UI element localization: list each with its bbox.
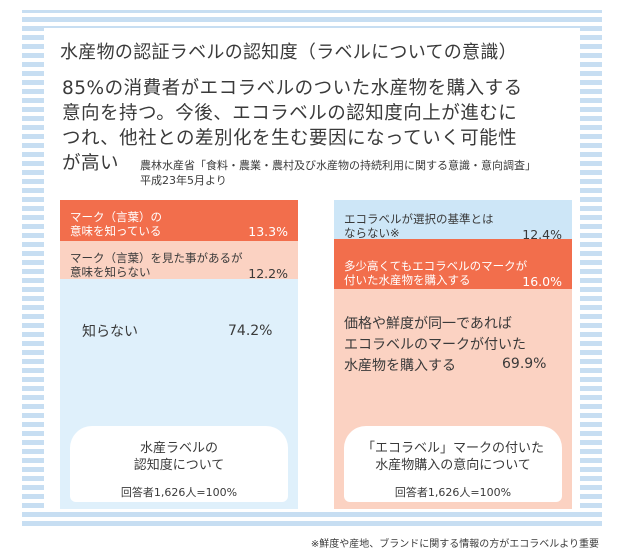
segment-value: 13.3%	[248, 224, 288, 239]
chart-title: 「エコラベル」マークの付いた 水産物購入の意向について	[361, 441, 544, 473]
segment-label: 価格や鮮度が同一であれば エコラベルのマークが付いた 水産物を購入する	[344, 316, 526, 374]
segment-value: 12.2%	[248, 266, 288, 281]
segment-value: 16.0%	[522, 274, 562, 289]
segment-value: 12.4%	[522, 227, 562, 242]
segment-value: 69.9%	[502, 356, 547, 372]
segment-label: エコラベルが選択の基準とは ならない※	[344, 212, 494, 240]
bar-segment	[60, 241, 298, 279]
bar-segment	[60, 200, 298, 241]
lead-line: が高い	[62, 153, 120, 174]
bar-segment	[334, 200, 572, 239]
source-note: 農林水産省「食料・農業・農村及び水産物の持続利用に関する意識・意向調査」 平成2…	[140, 158, 536, 188]
lead-line: 意向を持つ。今後、エコラベルの認知度向上が進むに	[62, 103, 518, 124]
chart-caption-card: 水産ラベルの 認知度について 回答者1,626人=100%	[70, 426, 288, 502]
lead-line: つれ、他社との差別化を生む要因になっていく可能性	[62, 128, 518, 149]
source-line: 農林水産省「食料・農業・農村及び水産物の持続利用に関する意識・意向調査」	[140, 159, 536, 172]
source-line: 平成23年5月より	[140, 174, 227, 187]
segment-label: マーク（言葉）の 意味を知っている	[70, 210, 162, 238]
chart-purchase-intent: エコラベルが選択の基準とは ならない※ 12.4% 多少高くてもエコラベルのマー…	[334, 200, 572, 509]
footnote: ※鮮度や産地、ブランドに関する情報の方がエコラベルより重要	[310, 539, 599, 550]
chart-caption-card: 「エコラベル」マークの付いた 水産物購入の意向について 回答者1,626人=10…	[344, 426, 562, 502]
segment-label: 知らない	[82, 324, 138, 340]
lead-text: 85%の消費者がエコラベルのついた水産物を購入する 意向を持つ。今後、エコラベル…	[62, 76, 572, 176]
segment-label: マーク（言葉）を見た事があるが 意味を知らない	[70, 251, 243, 279]
bar-segment	[334, 239, 572, 289]
segment-label: 多少高くてもエコラベルのマークが 付いた水産物を購入する	[344, 259, 528, 287]
respondents-note: 回答者1,626人=100%	[120, 486, 238, 499]
chart-awareness: マーク（言葉）の 意味を知っている 13.3% マーク（言葉）を見た事があるが …	[60, 200, 298, 509]
respondents-note: 回答者1,626人=100%	[394, 486, 512, 499]
page-title: 水産物の認証ラベルの認知度（ラベルについての意識）	[60, 42, 517, 63]
chart-title: 水産ラベルの 認知度について	[133, 441, 225, 473]
segment-value: 74.2%	[228, 323, 273, 339]
lead-line: 85%の消費者がエコラベルのついた水産物を購入する	[62, 78, 523, 99]
